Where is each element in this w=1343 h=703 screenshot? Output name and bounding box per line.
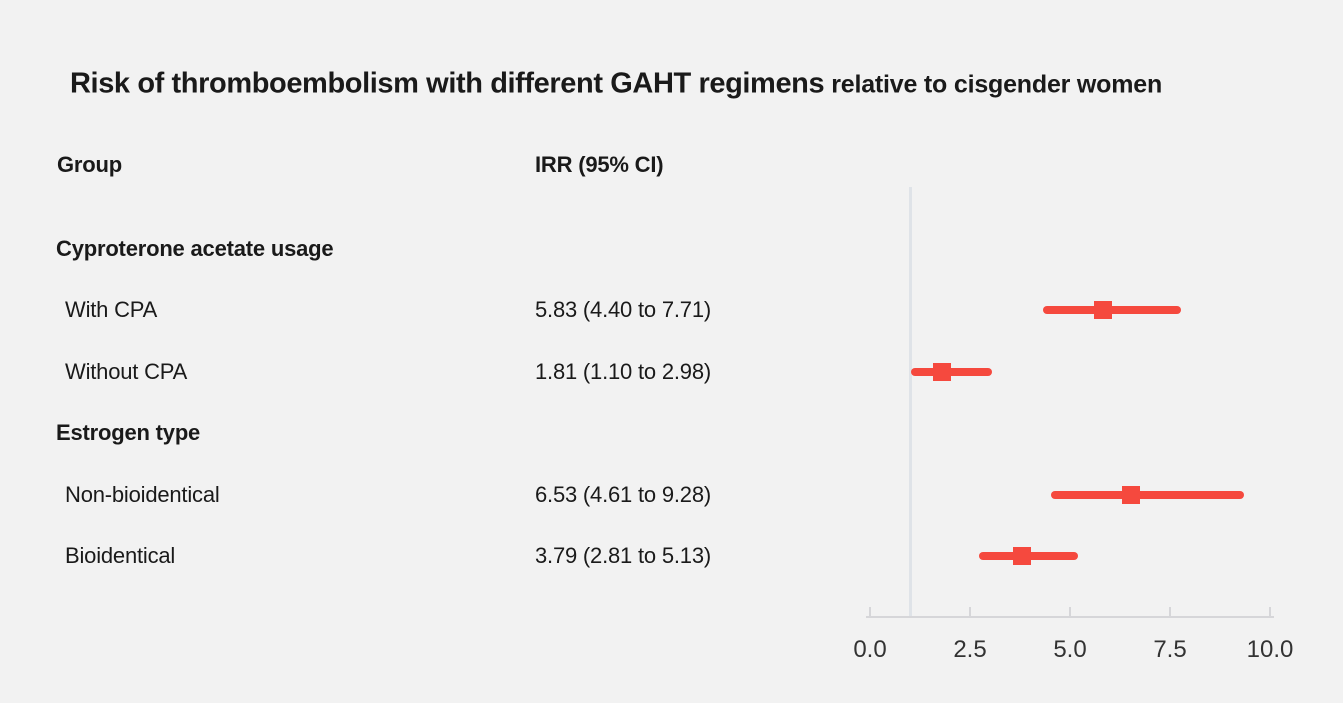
- item-label: Bioidentical: [65, 543, 176, 568]
- group-header-label: Cyproterone acetate usage: [56, 236, 334, 261]
- x-axis-tick: [1069, 607, 1071, 616]
- irr-ci-value: 3.79 (2.81 to 5.13): [535, 543, 711, 568]
- x-axis-tick: [969, 607, 971, 616]
- figure-title: Risk of thromboembolism with different G…: [70, 68, 1162, 101]
- x-axis-tick-label: 7.5: [1153, 636, 1187, 663]
- x-axis-tick: [1169, 607, 1171, 616]
- irr-point-marker: [933, 363, 952, 381]
- figure-title-suffix: relative to cisgender women: [831, 70, 1163, 99]
- group-header-label: Estrogen type: [56, 420, 201, 445]
- x-axis-tick-label: 0.0: [853, 636, 887, 663]
- irr-point-marker: [1012, 547, 1031, 565]
- x-axis-tick-label: 5.0: [1053, 636, 1087, 663]
- irr-ci-value: 6.53 (4.61 to 9.28): [535, 482, 711, 507]
- column-header-group: Group: [57, 152, 122, 177]
- item-label: Without CPA: [65, 359, 188, 384]
- x-axis-line: [866, 616, 1274, 618]
- x-axis-tick-label: 2.5: [953, 636, 987, 663]
- confidence-interval-line: [1043, 306, 1182, 314]
- x-axis-tick: [869, 607, 871, 616]
- x-axis-tick: [1269, 607, 1271, 616]
- confidence-interval-line: [911, 368, 993, 376]
- confidence-interval-line: [1051, 491, 1245, 499]
- irr-ci-value: 5.83 (4.40 to 7.71): [535, 297, 711, 322]
- item-label: With CPA: [65, 297, 158, 322]
- item-label: Non-bioidentical: [65, 482, 220, 507]
- reference-line: [908, 187, 912, 617]
- irr-point-marker: [1122, 486, 1141, 504]
- x-axis-tick-label: 10.0: [1246, 636, 1294, 663]
- irr-ci-value: 1.81 (1.10 to 2.98): [535, 359, 711, 384]
- irr-point-marker: [1094, 301, 1113, 319]
- figure-title-main: Risk of thromboembolism with different G…: [70, 67, 825, 100]
- column-header-irr: IRR (95% CI): [535, 152, 664, 177]
